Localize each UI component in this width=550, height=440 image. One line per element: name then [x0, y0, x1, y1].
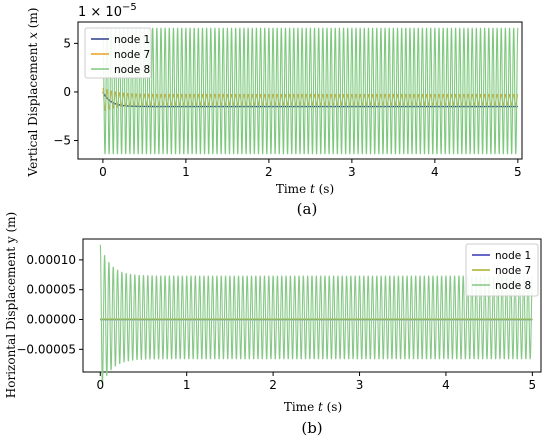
- x-axis-label-b: Time t (s): [284, 400, 342, 414]
- y-axis-label-a: Vertical Displacement x (m): [26, 8, 40, 178]
- caption-a: (a): [297, 200, 318, 218]
- y-ticks-a: −5 0 5: [53, 36, 78, 148]
- y-tick-label-b-1: 0.00000: [26, 313, 76, 327]
- x-tick-label-a-3: 3: [348, 165, 356, 179]
- legend-label-b-3: node 8: [495, 280, 531, 292]
- y-multiplier-a: 1 × 10−5: [78, 2, 137, 20]
- legend-b: node 1 node 7 node 8: [465, 243, 539, 297]
- legend-box-b: [465, 243, 539, 297]
- chart-panel-a: 0 1 2 3 4 5 −5 0 5 1 × 10−5 Time t (s) Vertical…: [26, 2, 523, 218]
- x-tick-label-a-1: 1: [182, 165, 190, 179]
- series-group-b: [99, 244, 533, 385]
- legend-a: node 1 node 7 node 8: [84, 27, 152, 79]
- x-tick-label-a-4: 4: [431, 165, 439, 179]
- y-tick-label-a-1: 0: [63, 85, 71, 99]
- y-tick-label-b-0: −0.00005: [16, 342, 76, 356]
- legend-label-b-1: node 1: [495, 250, 531, 262]
- x-ticks-a: 0 1 2 3 4 5: [99, 159, 522, 179]
- series-line-b-3: [99, 244, 533, 385]
- x-tick-label-b-3: 3: [356, 378, 364, 392]
- x-axis-label-a: Time t (s): [276, 182, 334, 196]
- y-tick-label-a-2: 5: [63, 36, 71, 50]
- caption-b: (b): [301, 419, 322, 437]
- x-tick-label-a-5: 5: [514, 165, 522, 179]
- legend-box-a: [84, 27, 152, 79]
- x-ticks-b: 0 1 2 3 4 5: [96, 372, 536, 392]
- x-tick-label-a-2: 2: [265, 165, 273, 179]
- plot-frame-a: [77, 21, 523, 160]
- x-tick-label-b-5: 5: [529, 378, 537, 392]
- series-line-a-3: [102, 27, 519, 155]
- x-tick-label-a-0: 0: [99, 165, 107, 179]
- y-tick-label-b-2: 0.00005: [26, 283, 76, 297]
- y-ticks-b: −0.00005 0.00000 0.00005 0.00010: [16, 253, 83, 356]
- chart-panel-b: 0 1 2 3 4 5 −0.00005 0.00000 0.00005 0.00010 Tim…: [4, 212, 542, 437]
- legend-label-a-2: node 7: [114, 49, 150, 61]
- legend-label-b-2: node 7: [495, 265, 531, 277]
- legend-label-a-1: node 1: [114, 34, 150, 46]
- y-axis-label-b: Horizontal Displacement y (m): [4, 212, 18, 398]
- x-tick-label-b-1: 1: [183, 378, 191, 392]
- y-tick-label-b-3: 0.00010: [26, 253, 76, 267]
- series-group-a: [102, 27, 519, 155]
- y-tick-label-a-0: −5: [53, 134, 71, 148]
- legend-label-a-3: node 8: [114, 64, 150, 76]
- x-tick-label-b-2: 2: [269, 378, 277, 392]
- plot-frame-b: [82, 238, 542, 373]
- x-tick-label-b-4: 4: [442, 378, 450, 392]
- x-tick-label-b-0: 0: [96, 378, 104, 392]
